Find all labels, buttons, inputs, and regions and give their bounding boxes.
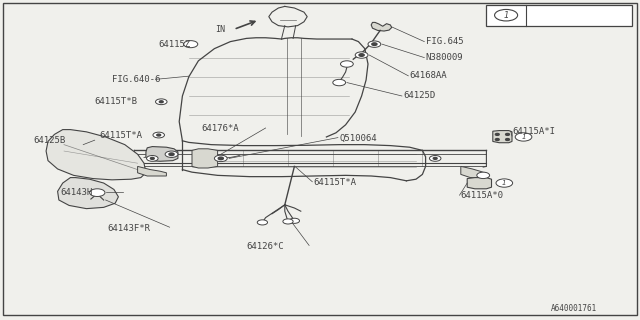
- Circle shape: [169, 153, 174, 156]
- Text: 64115T*A: 64115T*A: [99, 132, 142, 140]
- Text: 1: 1: [502, 180, 507, 186]
- Circle shape: [187, 42, 195, 46]
- Text: 64115Z: 64115Z: [159, 40, 191, 49]
- Circle shape: [506, 139, 509, 140]
- Polygon shape: [371, 22, 392, 31]
- Circle shape: [156, 99, 167, 105]
- Circle shape: [184, 41, 198, 48]
- Polygon shape: [46, 130, 146, 180]
- Circle shape: [355, 52, 368, 58]
- Text: 64176*A: 64176*A: [202, 124, 239, 133]
- Circle shape: [495, 139, 499, 140]
- Circle shape: [333, 79, 346, 86]
- Text: 64115A*I: 64115A*I: [512, 127, 555, 136]
- Text: 1: 1: [504, 11, 509, 20]
- Text: FIG.640-6: FIG.640-6: [112, 76, 161, 84]
- Circle shape: [153, 132, 164, 138]
- Circle shape: [433, 157, 437, 159]
- Text: 1: 1: [521, 134, 526, 140]
- Polygon shape: [461, 166, 486, 178]
- Text: A640001761: A640001761: [550, 304, 596, 313]
- Circle shape: [368, 41, 381, 47]
- Circle shape: [214, 155, 227, 162]
- Text: IN: IN: [215, 25, 225, 34]
- Polygon shape: [58, 178, 118, 209]
- Circle shape: [372, 43, 377, 45]
- Bar: [486, 5, 632, 26]
- Text: N380009: N380009: [426, 53, 463, 62]
- Circle shape: [477, 172, 490, 179]
- Circle shape: [496, 179, 513, 187]
- Circle shape: [147, 156, 158, 161]
- Circle shape: [340, 61, 353, 67]
- Circle shape: [283, 219, 293, 224]
- Circle shape: [159, 101, 163, 103]
- Polygon shape: [493, 131, 512, 143]
- Circle shape: [429, 156, 441, 161]
- Text: 64115T*B: 64115T*B: [95, 97, 138, 106]
- Circle shape: [150, 157, 154, 159]
- Text: 64115A*0: 64115A*0: [461, 191, 504, 200]
- Circle shape: [257, 220, 268, 225]
- Circle shape: [90, 189, 105, 196]
- Text: 64168AA: 64168AA: [410, 71, 447, 80]
- Text: Q510064: Q510064: [339, 134, 377, 143]
- Polygon shape: [467, 178, 492, 189]
- Circle shape: [157, 134, 161, 136]
- Circle shape: [506, 133, 509, 135]
- Circle shape: [359, 54, 364, 56]
- Circle shape: [165, 151, 178, 157]
- Polygon shape: [138, 166, 166, 176]
- Polygon shape: [146, 147, 178, 161]
- Circle shape: [289, 218, 300, 223]
- Text: 64143H: 64143H: [61, 188, 93, 197]
- Circle shape: [515, 133, 532, 141]
- Circle shape: [495, 133, 499, 135]
- Circle shape: [495, 9, 518, 21]
- Polygon shape: [192, 149, 218, 168]
- Text: 64125B: 64125B: [33, 136, 65, 145]
- Text: 64126*C: 64126*C: [246, 242, 284, 251]
- Text: 64125D: 64125D: [403, 92, 435, 100]
- Text: 64115T*A: 64115T*A: [314, 178, 356, 187]
- Circle shape: [218, 157, 223, 160]
- Text: FIG.645: FIG.645: [426, 37, 463, 46]
- Text: 64143F*R: 64143F*R: [108, 224, 150, 233]
